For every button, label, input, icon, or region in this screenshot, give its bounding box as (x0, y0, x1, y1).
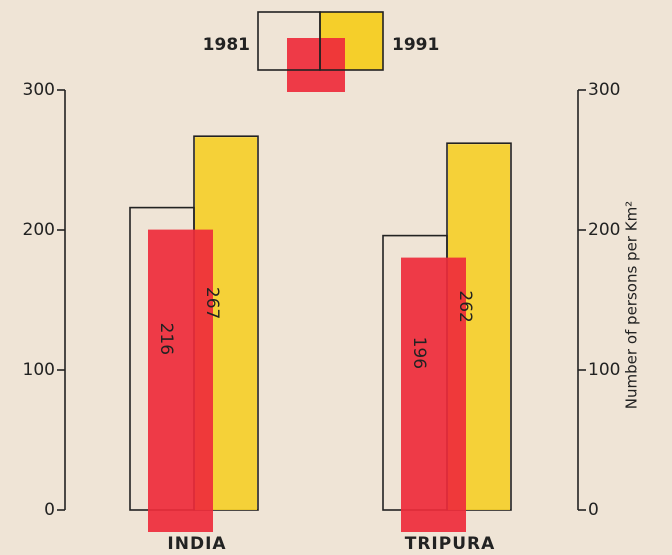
value-label: 216 (156, 323, 176, 355)
legend-swatch (287, 38, 345, 92)
legend-label: 1991 (392, 35, 439, 55)
y-tick-label: 0 (44, 500, 55, 520)
x-tick-label: INDIA (167, 534, 226, 554)
legend-frame (319, 11, 384, 71)
y2-tick-label: 0 (588, 500, 599, 520)
y-tick-label: 200 (23, 220, 55, 240)
x-tick-label: TRIPURA (405, 534, 496, 554)
y2-tick-label: 300 (588, 80, 620, 100)
value-label: 267 (202, 287, 222, 319)
y-tick-label: 100 (23, 360, 55, 380)
value-label: 262 (455, 290, 475, 322)
y2-tick-label: 200 (588, 220, 620, 240)
y2-axis-label: Number of persons per Km² (623, 201, 641, 409)
y-tick-label: 300 (23, 80, 55, 100)
y2-tick-label: 100 (588, 360, 620, 380)
value-label: 196 (409, 337, 429, 369)
bar (148, 229, 213, 532)
legend-label: 1981 (203, 35, 250, 55)
bar (401, 257, 466, 532)
